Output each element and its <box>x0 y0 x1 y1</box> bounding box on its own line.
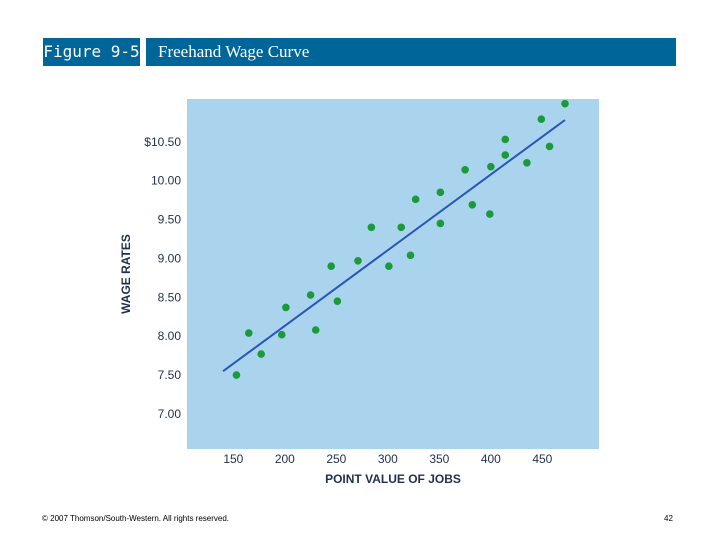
data-point <box>436 188 445 197</box>
data-point <box>277 330 286 339</box>
y-tick-label: 8.00 <box>158 329 182 343</box>
figure-label: Figure 9-5 <box>43 38 140 66</box>
x-tick-label: 400 <box>481 452 501 466</box>
data-point <box>468 200 477 209</box>
data-point <box>257 350 265 358</box>
data-point <box>282 303 290 312</box>
data-point <box>436 219 445 228</box>
x-tick-label: 150 <box>223 452 243 466</box>
data-point <box>523 158 531 167</box>
y-axis-label: WAGE RATES <box>119 234 133 314</box>
y-tick-label: $10.50 <box>144 135 181 149</box>
copyright-notice: © 2007 Thomson/South-Western. All rights… <box>42 514 230 523</box>
y-tick-label: 9.00 <box>158 251 182 265</box>
y-tick-label: 7.50 <box>158 368 182 382</box>
data-point <box>561 99 569 108</box>
y-tick-label: 9.50 <box>158 213 182 227</box>
x-tick-label: 250 <box>326 452 346 466</box>
data-point <box>354 256 362 265</box>
y-tick-label: 10.00 <box>151 174 181 188</box>
data-point <box>327 262 336 271</box>
y-tick-label: 7.00 <box>158 407 182 421</box>
plot-area <box>187 99 599 449</box>
data-point <box>486 210 494 218</box>
data-point <box>306 291 315 299</box>
data-point <box>411 195 420 204</box>
data-point <box>311 326 320 334</box>
data-point <box>367 223 376 232</box>
data-point <box>385 262 393 271</box>
data-point <box>397 223 406 232</box>
data-point <box>487 162 495 171</box>
figure-title: Freehand Wage Curve <box>146 38 676 66</box>
data-point <box>545 142 554 151</box>
trend-line <box>222 119 566 373</box>
page-number: 42 <box>664 514 673 523</box>
x-tick-label: 350 <box>429 452 449 466</box>
x-tick-label: 300 <box>378 452 398 466</box>
x-tick-label: 450 <box>532 452 552 466</box>
y-tick-label: 8.50 <box>158 290 182 304</box>
data-point <box>501 135 510 144</box>
data-point <box>501 151 510 159</box>
x-axis-label: POINT VALUE OF JOBS <box>325 472 461 486</box>
data-point <box>333 297 342 306</box>
data-point <box>537 115 546 124</box>
x-tick-label: 200 <box>275 452 295 466</box>
data-point <box>461 165 469 174</box>
data-point <box>232 371 241 379</box>
data-point <box>406 251 415 260</box>
data-point <box>245 329 253 337</box>
